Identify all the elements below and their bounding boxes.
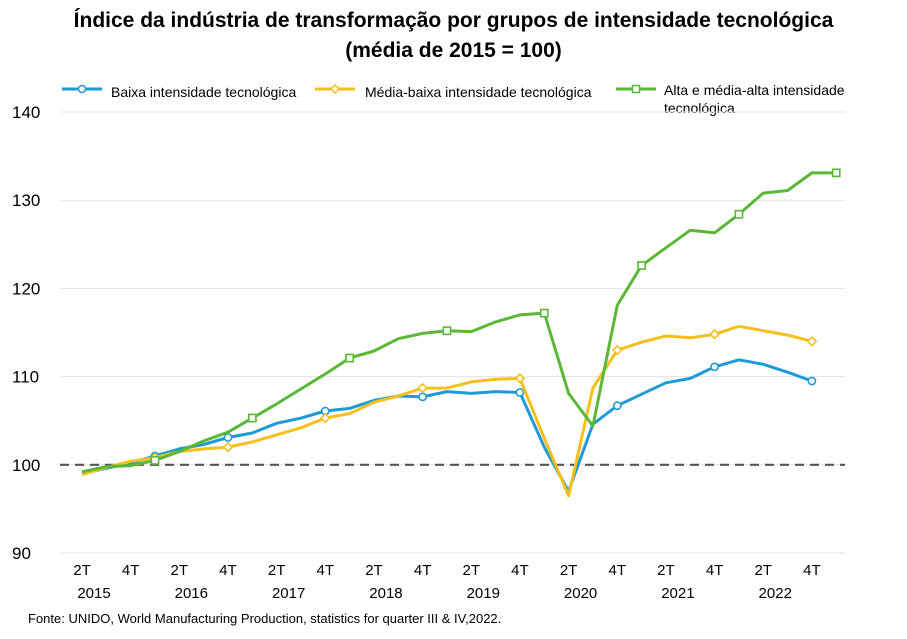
y-tick-label-120: 120	[12, 279, 40, 298]
marker-high-23	[637, 261, 646, 270]
y-tick-label-90: 90	[12, 544, 31, 563]
x-tick-quarter-19: 4T	[511, 562, 529, 579]
x-tick-quarter-3: 4T	[122, 562, 140, 579]
x-tick-year-2017: 2017	[272, 585, 305, 602]
chart-subtitle: (média de 2015 = 100)	[345, 39, 562, 62]
y-tick-label-110: 110	[12, 368, 39, 387]
x-tick-quarter-7: 4T	[219, 562, 237, 579]
series-line-low	[81, 358, 813, 493]
x-tick-quarter-25: 2T	[657, 562, 675, 579]
x-tick-year-2021: 2021	[661, 585, 694, 602]
legend-label-low: Baixa intensidade tecnológica	[111, 84, 297, 100]
marker-low-30	[807, 376, 817, 386]
y-tick-label-100: 100	[12, 456, 40, 475]
marker-medium-low-6	[222, 441, 234, 453]
marker-high-15	[442, 326, 452, 336]
x-tick-year-2020: 2020	[564, 585, 597, 602]
marker-low-14	[418, 392, 428, 402]
x-tick-quarter-21: 2T	[560, 562, 578, 579]
marker-high-31	[831, 168, 841, 178]
series-line-high	[81, 171, 837, 474]
marker-high-11	[345, 353, 355, 363]
series-line-medium-low	[81, 324, 813, 498]
marker-high-19	[539, 308, 549, 318]
x-tick-quarter-31: 4T	[803, 562, 821, 579]
x-tick-quarter-23: 4T	[609, 562, 627, 579]
x-tick-quarter-11: 4T	[317, 562, 335, 579]
x-tick-quarter-15: 4T	[414, 562, 432, 579]
marker-medium-low-30	[806, 335, 818, 347]
marker-medium-low-26	[709, 328, 720, 340]
marker-medium-low-10	[319, 412, 331, 424]
marker-low-18	[515, 388, 525, 397]
marker-high-27	[734, 209, 744, 219]
x-tick-quarter-9: 2T	[268, 562, 286, 579]
y-tick-label-130: 130	[12, 191, 40, 210]
marker-medium-low-14	[417, 382, 428, 394]
x-tick-year-2016: 2016	[175, 585, 208, 602]
marker-low-26	[710, 362, 719, 372]
x-tick-year-2015: 2015	[77, 585, 110, 602]
marker-high-7	[247, 413, 257, 423]
x-tick-year-2018: 2018	[369, 585, 402, 602]
marker-medium-low-18	[514, 373, 526, 384]
x-tick-quarter-13: 2T	[365, 562, 383, 579]
x-tick-year-2022: 2022	[759, 585, 792, 602]
source-note: Fonte: UNIDO, World Manufacturing Produc…	[28, 611, 502, 626]
x-tick-quarter-17: 2T	[463, 562, 481, 579]
marker-low-6	[223, 433, 233, 442]
marker-medium-low-22	[611, 344, 623, 356]
legend-swatch-low	[62, 84, 102, 94]
marker-low-22	[612, 401, 622, 411]
x-tick-quarter-1: 2T	[73, 562, 91, 579]
x-tick-quarter-5: 2T	[171, 562, 189, 579]
legend-swatch-high	[616, 84, 656, 94]
x-tick-year-2019: 2019	[467, 585, 500, 602]
legend-label-medium-low: Média-baixa intensidade tecnológica	[365, 84, 592, 100]
legend-swatch-medium-low	[315, 83, 355, 95]
x-tick-quarter-29: 2T	[754, 562, 772, 579]
legend: Baixa intensidade tecnológica Média-baix…	[0, 80, 907, 120]
y-tick-label-140: 140	[12, 103, 40, 122]
marker-high-3	[150, 455, 160, 465]
chart-title: Índice da indústria de transformação por…	[73, 9, 834, 32]
x-tick-quarter-27: 4T	[706, 562, 724, 579]
